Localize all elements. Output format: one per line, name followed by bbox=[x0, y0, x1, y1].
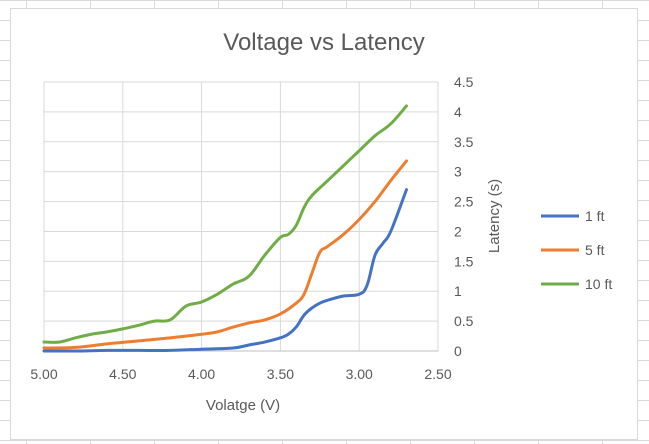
y-tick-label: 2.5 bbox=[454, 194, 474, 210]
x-tick-label: 2.50 bbox=[424, 366, 451, 382]
y-tick-label: 1 bbox=[454, 283, 462, 299]
y-tick-label: 3 bbox=[454, 164, 462, 180]
chart-area[interactable] bbox=[10, 8, 638, 440]
y-tick-label: 4 bbox=[454, 104, 462, 120]
y-tick-label: 2 bbox=[454, 223, 462, 239]
x-tick-label: 3.50 bbox=[267, 366, 294, 382]
y-tick-label: 0.5 bbox=[454, 313, 474, 329]
series-line-5-ft[interactable] bbox=[42, 159, 408, 350]
x-tick-label: 3.00 bbox=[346, 366, 373, 382]
series-line-10-ft[interactable] bbox=[42, 104, 408, 344]
legend-label: 1 ft bbox=[585, 208, 605, 224]
series-lines bbox=[42, 104, 408, 353]
y-tick-label: 0 bbox=[454, 343, 462, 359]
x-tick-label: 4.00 bbox=[188, 366, 215, 382]
y-tick-labels: 0 0.5 1 1.5 2 2.5 3 3.5 4 4.5 bbox=[454, 74, 474, 359]
x-tick-labels: 5.00 4.50 4.00 3.50 3.00 2.50 bbox=[30, 366, 451, 382]
legend-label: 5 ft bbox=[585, 242, 605, 258]
x-axis-title: Volatge (V) bbox=[206, 397, 280, 414]
y-tick-label: 3.5 bbox=[454, 134, 474, 150]
x-tick-label: 5.00 bbox=[30, 366, 57, 382]
chart-title: Voltage vs Latency bbox=[223, 29, 424, 56]
series-line-1-ft[interactable] bbox=[42, 188, 408, 353]
x-tick-label: 4.50 bbox=[109, 366, 136, 382]
y-tick-label: 1.5 bbox=[454, 253, 474, 269]
gridlines bbox=[43, 81, 439, 352]
y-axis-title: Latency (s) bbox=[486, 179, 503, 253]
legend-label: 10 ft bbox=[585, 276, 612, 292]
y-tick-label: 4.5 bbox=[454, 74, 474, 90]
legend: 1 ft 5 ft 10 ft bbox=[541, 208, 612, 292]
